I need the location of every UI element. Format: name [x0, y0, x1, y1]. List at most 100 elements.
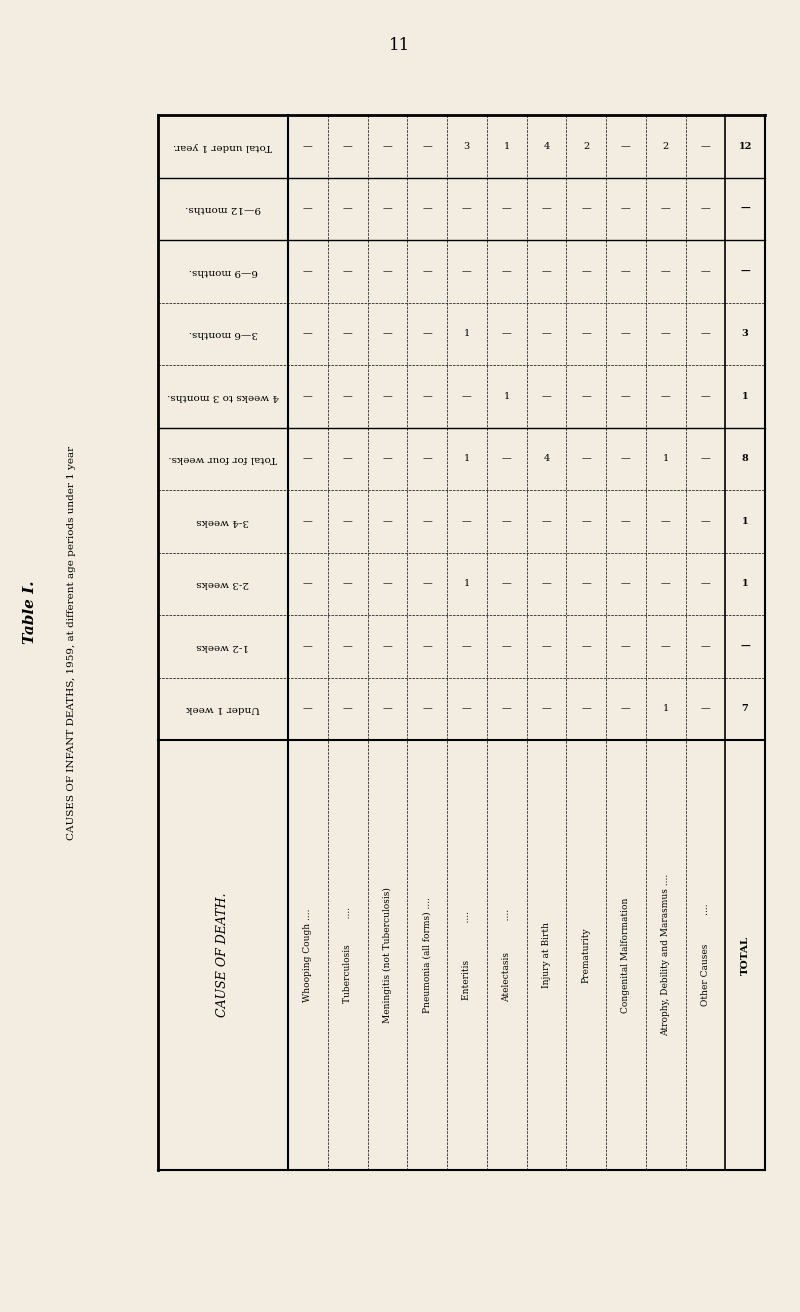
Text: —: —	[342, 205, 353, 214]
Text: —: —	[701, 517, 710, 526]
Text: 6—9 months.: 6—9 months.	[188, 266, 258, 276]
Text: —: —	[382, 205, 392, 214]
Text: —: —	[582, 580, 591, 588]
Text: —: —	[621, 266, 630, 276]
Text: —: —	[422, 266, 432, 276]
Text: —: —	[582, 517, 591, 526]
Text: —: —	[621, 205, 630, 214]
Text: 4: 4	[543, 142, 550, 151]
Text: Under 1 week: Under 1 week	[186, 705, 260, 714]
Text: —: —	[303, 454, 313, 463]
Text: —: —	[462, 705, 472, 714]
Text: —: —	[502, 205, 511, 214]
Text: Congenital Malformation: Congenital Malformation	[622, 897, 630, 1013]
Text: —: —	[740, 266, 750, 276]
Text: Atrophy, Debility and Marasmus ....: Atrophy, Debility and Marasmus ....	[661, 874, 670, 1036]
Text: 1: 1	[742, 580, 749, 588]
Text: —: —	[701, 142, 710, 151]
Text: —: —	[621, 329, 630, 338]
Text: 2: 2	[583, 142, 590, 151]
Text: —: —	[303, 705, 313, 714]
Text: —: —	[661, 205, 670, 214]
Text: —: —	[303, 642, 313, 651]
Text: —: —	[303, 392, 313, 400]
Text: 4 weeks to 3 months.: 4 weeks to 3 months.	[167, 392, 279, 400]
Text: —: —	[342, 580, 353, 588]
Text: 4: 4	[543, 454, 550, 463]
Text: —: —	[701, 705, 710, 714]
Text: —: —	[661, 517, 670, 526]
Text: —: —	[422, 142, 432, 151]
Text: 3: 3	[742, 329, 749, 338]
Text: —: —	[542, 266, 551, 276]
Text: —: —	[342, 642, 353, 651]
Text: Enteritis             ....: Enteritis ....	[462, 911, 471, 1000]
Text: —: —	[582, 205, 591, 214]
Text: —: —	[303, 205, 313, 214]
Text: —: —	[462, 205, 472, 214]
Text: —: —	[582, 642, 591, 651]
Text: —: —	[382, 454, 392, 463]
Text: —: —	[422, 705, 432, 714]
Text: —: —	[542, 329, 551, 338]
Text: —: —	[582, 329, 591, 338]
Text: —: —	[422, 642, 432, 651]
Text: Table I.: Table I.	[23, 581, 37, 644]
Text: CAUSE OF DEATH.: CAUSE OF DEATH.	[217, 892, 230, 1017]
Text: 1: 1	[464, 580, 470, 588]
Text: —: —	[342, 392, 353, 400]
Text: 2: 2	[662, 142, 669, 151]
Text: —: —	[342, 705, 353, 714]
Text: 1: 1	[464, 329, 470, 338]
Text: —: —	[422, 580, 432, 588]
Text: —: —	[542, 580, 551, 588]
Text: 1: 1	[503, 142, 510, 151]
Text: —: —	[303, 517, 313, 526]
Text: —: —	[621, 454, 630, 463]
Text: —: —	[502, 329, 511, 338]
Text: —: —	[342, 517, 353, 526]
Text: Whooping Cough ....: Whooping Cough ....	[303, 908, 312, 1002]
Text: 7: 7	[742, 705, 749, 714]
Text: —: —	[621, 392, 630, 400]
Text: —: —	[701, 329, 710, 338]
Text: TOTAL: TOTAL	[741, 935, 750, 975]
Text: —: —	[422, 392, 432, 400]
Text: —: —	[462, 392, 472, 400]
Text: —: —	[661, 329, 670, 338]
Text: Injury at Birth: Injury at Birth	[542, 922, 551, 988]
Text: Atelectasis           ....: Atelectasis ....	[502, 908, 511, 1001]
Text: —: —	[542, 642, 551, 651]
Text: 2-3 weeks: 2-3 weeks	[197, 580, 250, 588]
Text: —: —	[621, 642, 630, 651]
Text: 1: 1	[464, 454, 470, 463]
Text: —: —	[701, 266, 710, 276]
Text: 3-4 weeks: 3-4 weeks	[197, 517, 250, 526]
Text: —: —	[382, 642, 392, 651]
Text: —: —	[542, 205, 551, 214]
Text: —: —	[462, 517, 472, 526]
Text: —: —	[701, 580, 710, 588]
Text: —: —	[701, 454, 710, 463]
Text: 1: 1	[742, 517, 749, 526]
Text: —: —	[661, 392, 670, 400]
Text: —: —	[382, 580, 392, 588]
Text: —: —	[342, 454, 353, 463]
Text: CAUSES OF INFANT DEATHS, 1959, at different age periods under 1 year: CAUSES OF INFANT DEATHS, 1959, at differ…	[67, 446, 77, 840]
Text: 9—12 months.: 9—12 months.	[185, 205, 261, 214]
Text: —: —	[303, 580, 313, 588]
Text: —: —	[542, 392, 551, 400]
Text: 1: 1	[742, 392, 749, 400]
Text: —: —	[303, 266, 313, 276]
Text: —: —	[542, 517, 551, 526]
Text: 11: 11	[390, 37, 410, 54]
Text: —: —	[382, 392, 392, 400]
Text: 3: 3	[464, 142, 470, 151]
Text: —: —	[342, 142, 353, 151]
Text: —: —	[382, 705, 392, 714]
Text: —: —	[740, 205, 750, 214]
Text: —: —	[422, 454, 432, 463]
Text: —: —	[661, 580, 670, 588]
Text: —: —	[621, 580, 630, 588]
Text: —: —	[382, 329, 392, 338]
